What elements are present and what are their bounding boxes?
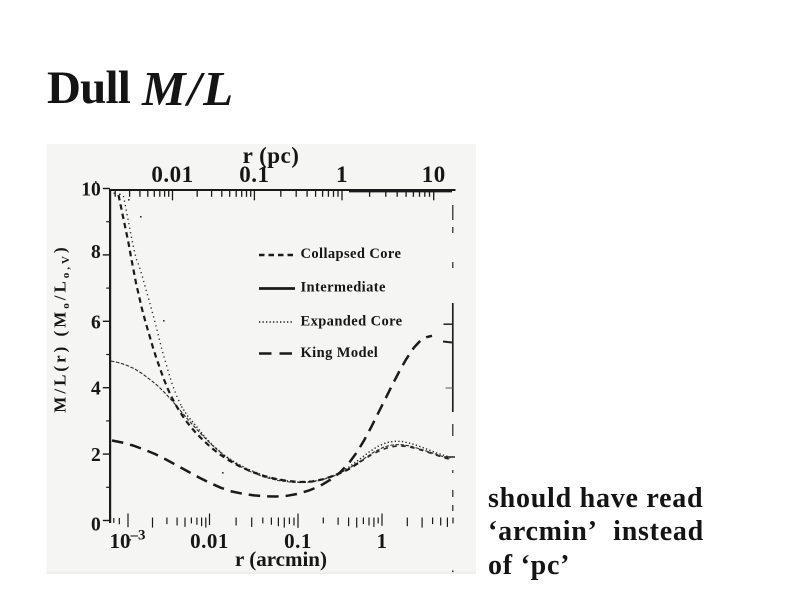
svg-text:0.1: 0.1 — [239, 162, 269, 187]
svg-text:10: 10 — [81, 180, 101, 201]
svg-text:Expanded Core: Expanded Core — [301, 314, 403, 330]
svg-text:King Model: King Model — [301, 345, 379, 361]
svg-text:8: 8 — [91, 242, 101, 263]
svg-text:r (arcmin): r (arcmin) — [235, 547, 327, 571]
svg-text:0.1: 0.1 — [284, 529, 312, 553]
svg-text:0: 0 — [91, 515, 101, 536]
svg-text:4: 4 — [91, 379, 101, 400]
svg-text:2: 2 — [91, 445, 101, 466]
svg-text:1: 1 — [336, 162, 348, 187]
svg-text:1: 1 — [377, 529, 388, 553]
svg-text:0.01: 0.01 — [190, 529, 229, 553]
svg-text:Intermediate: Intermediate — [301, 280, 386, 296]
svg-text:r (pc): r (pc) — [243, 143, 300, 168]
svg-text:0.01: 0.01 — [151, 162, 193, 187]
svg-text:10: 10 — [422, 162, 446, 187]
svg-text:Collapsed Core: Collapsed Core — [301, 246, 402, 262]
svg-text:M/L(r) (Mo/Lo,V): M/L(r) (Mo/Lo,V) — [51, 244, 73, 412]
svg-text:6: 6 — [91, 312, 101, 333]
